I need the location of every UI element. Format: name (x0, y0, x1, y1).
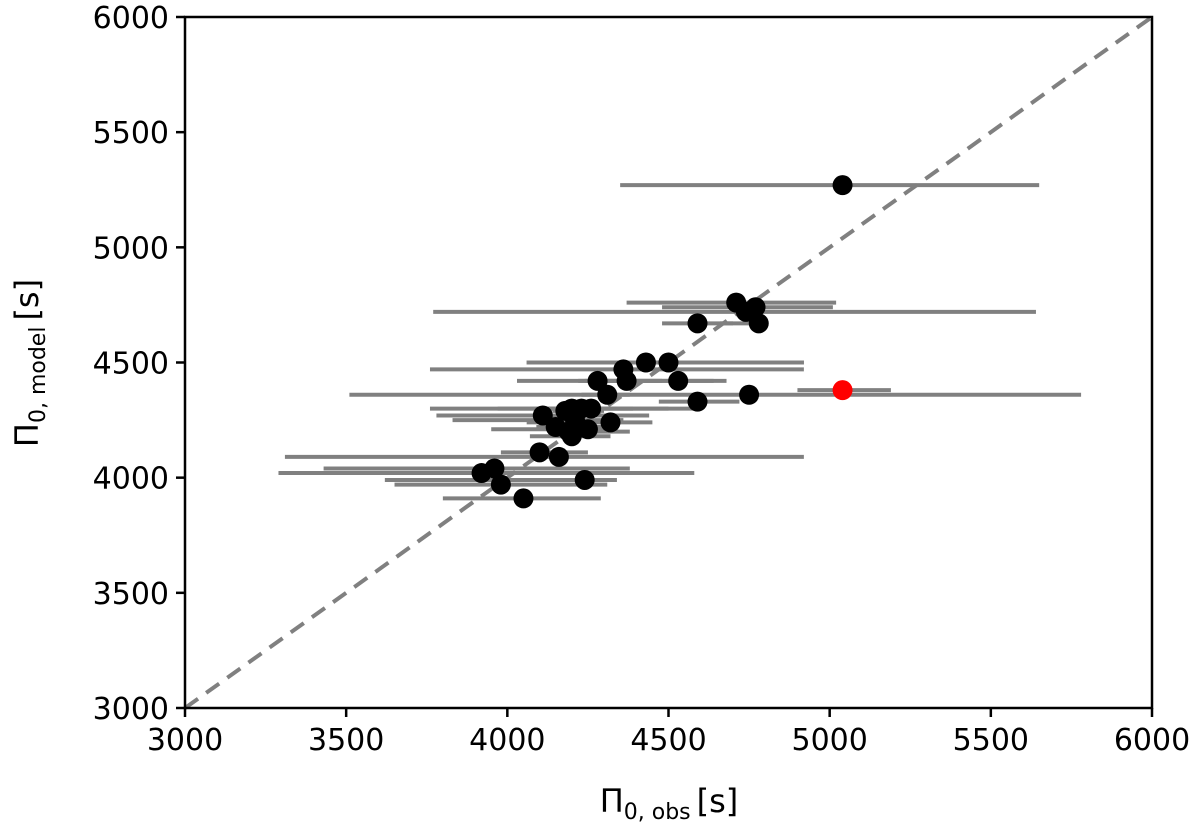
data-point-31 (574, 469, 595, 490)
y-tick-label: 5500 (93, 116, 169, 151)
data-point-highlighted (832, 380, 853, 401)
data-point-14 (597, 384, 618, 405)
x-tick-label: 6000 (1114, 723, 1190, 758)
data-point-20 (532, 405, 553, 426)
y-axis-label-subscript: 0, model (26, 327, 51, 424)
x-axis-label-unit: [s] (697, 782, 739, 820)
y-tick-label: 6000 (93, 1, 169, 36)
x-axis-label-subscript: 0, obs (624, 800, 691, 825)
x-tick-label: 5500 (953, 723, 1029, 758)
x-tick-label: 4500 (630, 723, 706, 758)
data-point-32 (490, 474, 511, 495)
data-point-28 (548, 446, 569, 467)
y-tick-label: 4500 (93, 347, 169, 382)
identity-reference-line (183, 15, 1154, 710)
data-point-9 (668, 370, 689, 391)
y-tick-label: 3500 (93, 577, 169, 612)
x-tick-label: 4000 (469, 723, 545, 758)
x-tick-label: 3500 (308, 723, 384, 758)
data-point-26 (561, 426, 582, 447)
y-tick-label: 5000 (93, 231, 169, 266)
data-point-13 (739, 384, 760, 405)
y-tick-label: 4000 (93, 462, 169, 497)
x-axis-label: Π0, obs [s] (600, 782, 739, 825)
data-point-6 (635, 352, 656, 373)
data-point-27 (529, 442, 550, 463)
data-points (471, 175, 853, 509)
x-tick-label: 3000 (147, 723, 223, 758)
data-point-7 (658, 352, 679, 373)
data-point-18 (581, 398, 602, 419)
data-point-33 (513, 488, 534, 509)
data-point-5 (687, 313, 708, 334)
y-axis-ticks: 3000 3500 4000 4500 5000 5500 6000 (93, 1, 185, 727)
data-point-10 (616, 370, 637, 391)
y-axis-label-unit: [s] (8, 279, 46, 321)
x-axis-label-symbol: Π (600, 782, 624, 820)
data-point-22 (600, 412, 621, 433)
data-point-15 (687, 391, 708, 412)
data-point-25 (577, 419, 598, 440)
data-point-30 (484, 458, 505, 479)
data-point-3 (745, 297, 766, 318)
y-tick-label: 3000 (93, 692, 169, 727)
data-point-0 (832, 175, 853, 196)
y-axis-label: Π0, model [s] (8, 279, 51, 447)
x-axis-ticks: 3000 3500 4000 4500 5000 5500 6000 (147, 708, 1190, 758)
y-axis-label-symbol: Π (8, 423, 46, 447)
error-bars (278, 183, 1082, 501)
x-tick-label: 5000 (791, 723, 867, 758)
data-point-4 (748, 313, 769, 334)
